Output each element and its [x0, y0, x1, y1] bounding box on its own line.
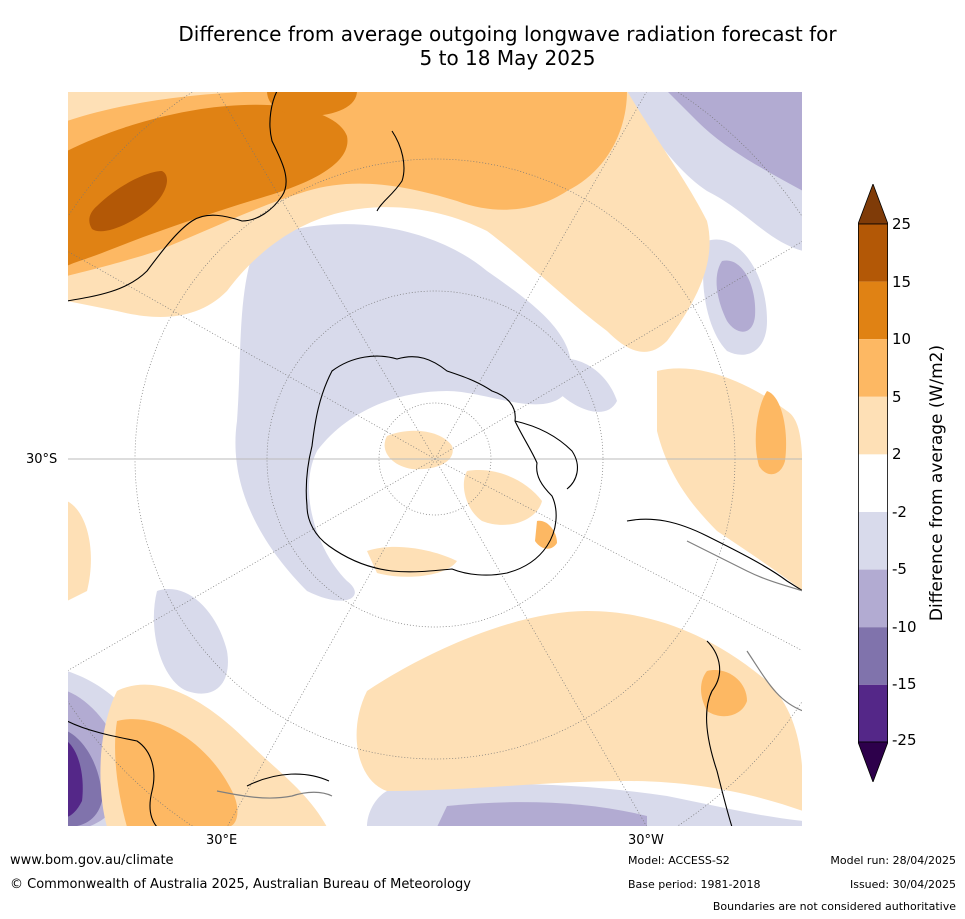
south-america-coastline	[626, 518, 803, 827]
graticule-label-30e: 30°E	[206, 833, 238, 848]
graticule-label-30w: 30°W	[628, 833, 664, 848]
olr-anomaly-map	[67, 91, 803, 827]
colorbar	[857, 182, 889, 784]
colorbar-bin-10-15	[858, 281, 888, 340]
colorbar-tick-10: 10	[892, 330, 912, 348]
colorbar-tick-2: 2	[892, 445, 902, 463]
colorbar-bin-2-5	[858, 396, 888, 455]
colorbar-bin-5-10	[858, 339, 888, 397]
copyright-text: © Commonwealth of Australia 2025, Austra…	[10, 877, 471, 892]
africa-coastline	[67, 720, 330, 827]
colorbar-bin-neg5-neg10	[858, 569, 888, 628]
map-frame	[67, 91, 803, 827]
antarctica-coastline	[305, 355, 557, 576]
colorbar-bin-neg2-neg5	[858, 512, 888, 570]
colorbar-arrow-top	[857, 182, 889, 225]
disclaimer-text: Boundaries are not considered authoritat…	[712, 900, 956, 913]
graticule-label-30s: 30°S	[26, 452, 58, 467]
chart-title: Difference from average outgoing longwav…	[178, 22, 837, 70]
colorbar-bin-neg10-neg15	[858, 627, 888, 685]
colorbar-tick-neg5: -5	[892, 560, 907, 578]
colorbar-tick-25: 25	[892, 215, 912, 233]
south-america-boundaries	[686, 540, 803, 712]
colorbar-tick-neg15: -15	[892, 675, 917, 693]
base-period-text: Base period: 1981-2018	[628, 878, 761, 891]
anomaly-negative-very-strong	[67, 741, 83, 817]
anomaly-positive-strong	[67, 91, 357, 266]
new-zealand-coastline	[376, 130, 405, 212]
anomaly-positive-very-strong	[89, 171, 167, 232]
colorbar-tick-neg2: -2	[892, 503, 907, 521]
anomaly-positive-light	[67, 91, 803, 827]
issued-text: Issued: 30/04/2025	[849, 878, 956, 891]
model-run-text: Model run: 28/04/2025	[830, 854, 956, 867]
colorbar-tick-neg10: -10	[892, 618, 917, 636]
australia-coastline	[67, 91, 287, 302]
colorbar-tick-5: 5	[892, 388, 902, 406]
africa-boundaries	[216, 790, 333, 799]
colorbar-bin-neg15-neg25	[858, 684, 888, 742]
colorbar-tick-15: 15	[892, 273, 912, 291]
colorbar-axis-label: Difference from average (W/m2)	[927, 344, 947, 622]
antarctic-peninsula	[514, 420, 578, 490]
colorbar-bin-15-25	[858, 224, 888, 282]
colorbar-tick-neg25: -25	[892, 731, 917, 749]
colorbar-bin-neutral	[858, 454, 888, 512]
colorbar-arrow-bottom	[857, 741, 889, 784]
model-text: Model: ACCESS-S2	[628, 854, 730, 867]
website-link[interactable]: www.bom.gov.au/climate	[10, 853, 174, 868]
